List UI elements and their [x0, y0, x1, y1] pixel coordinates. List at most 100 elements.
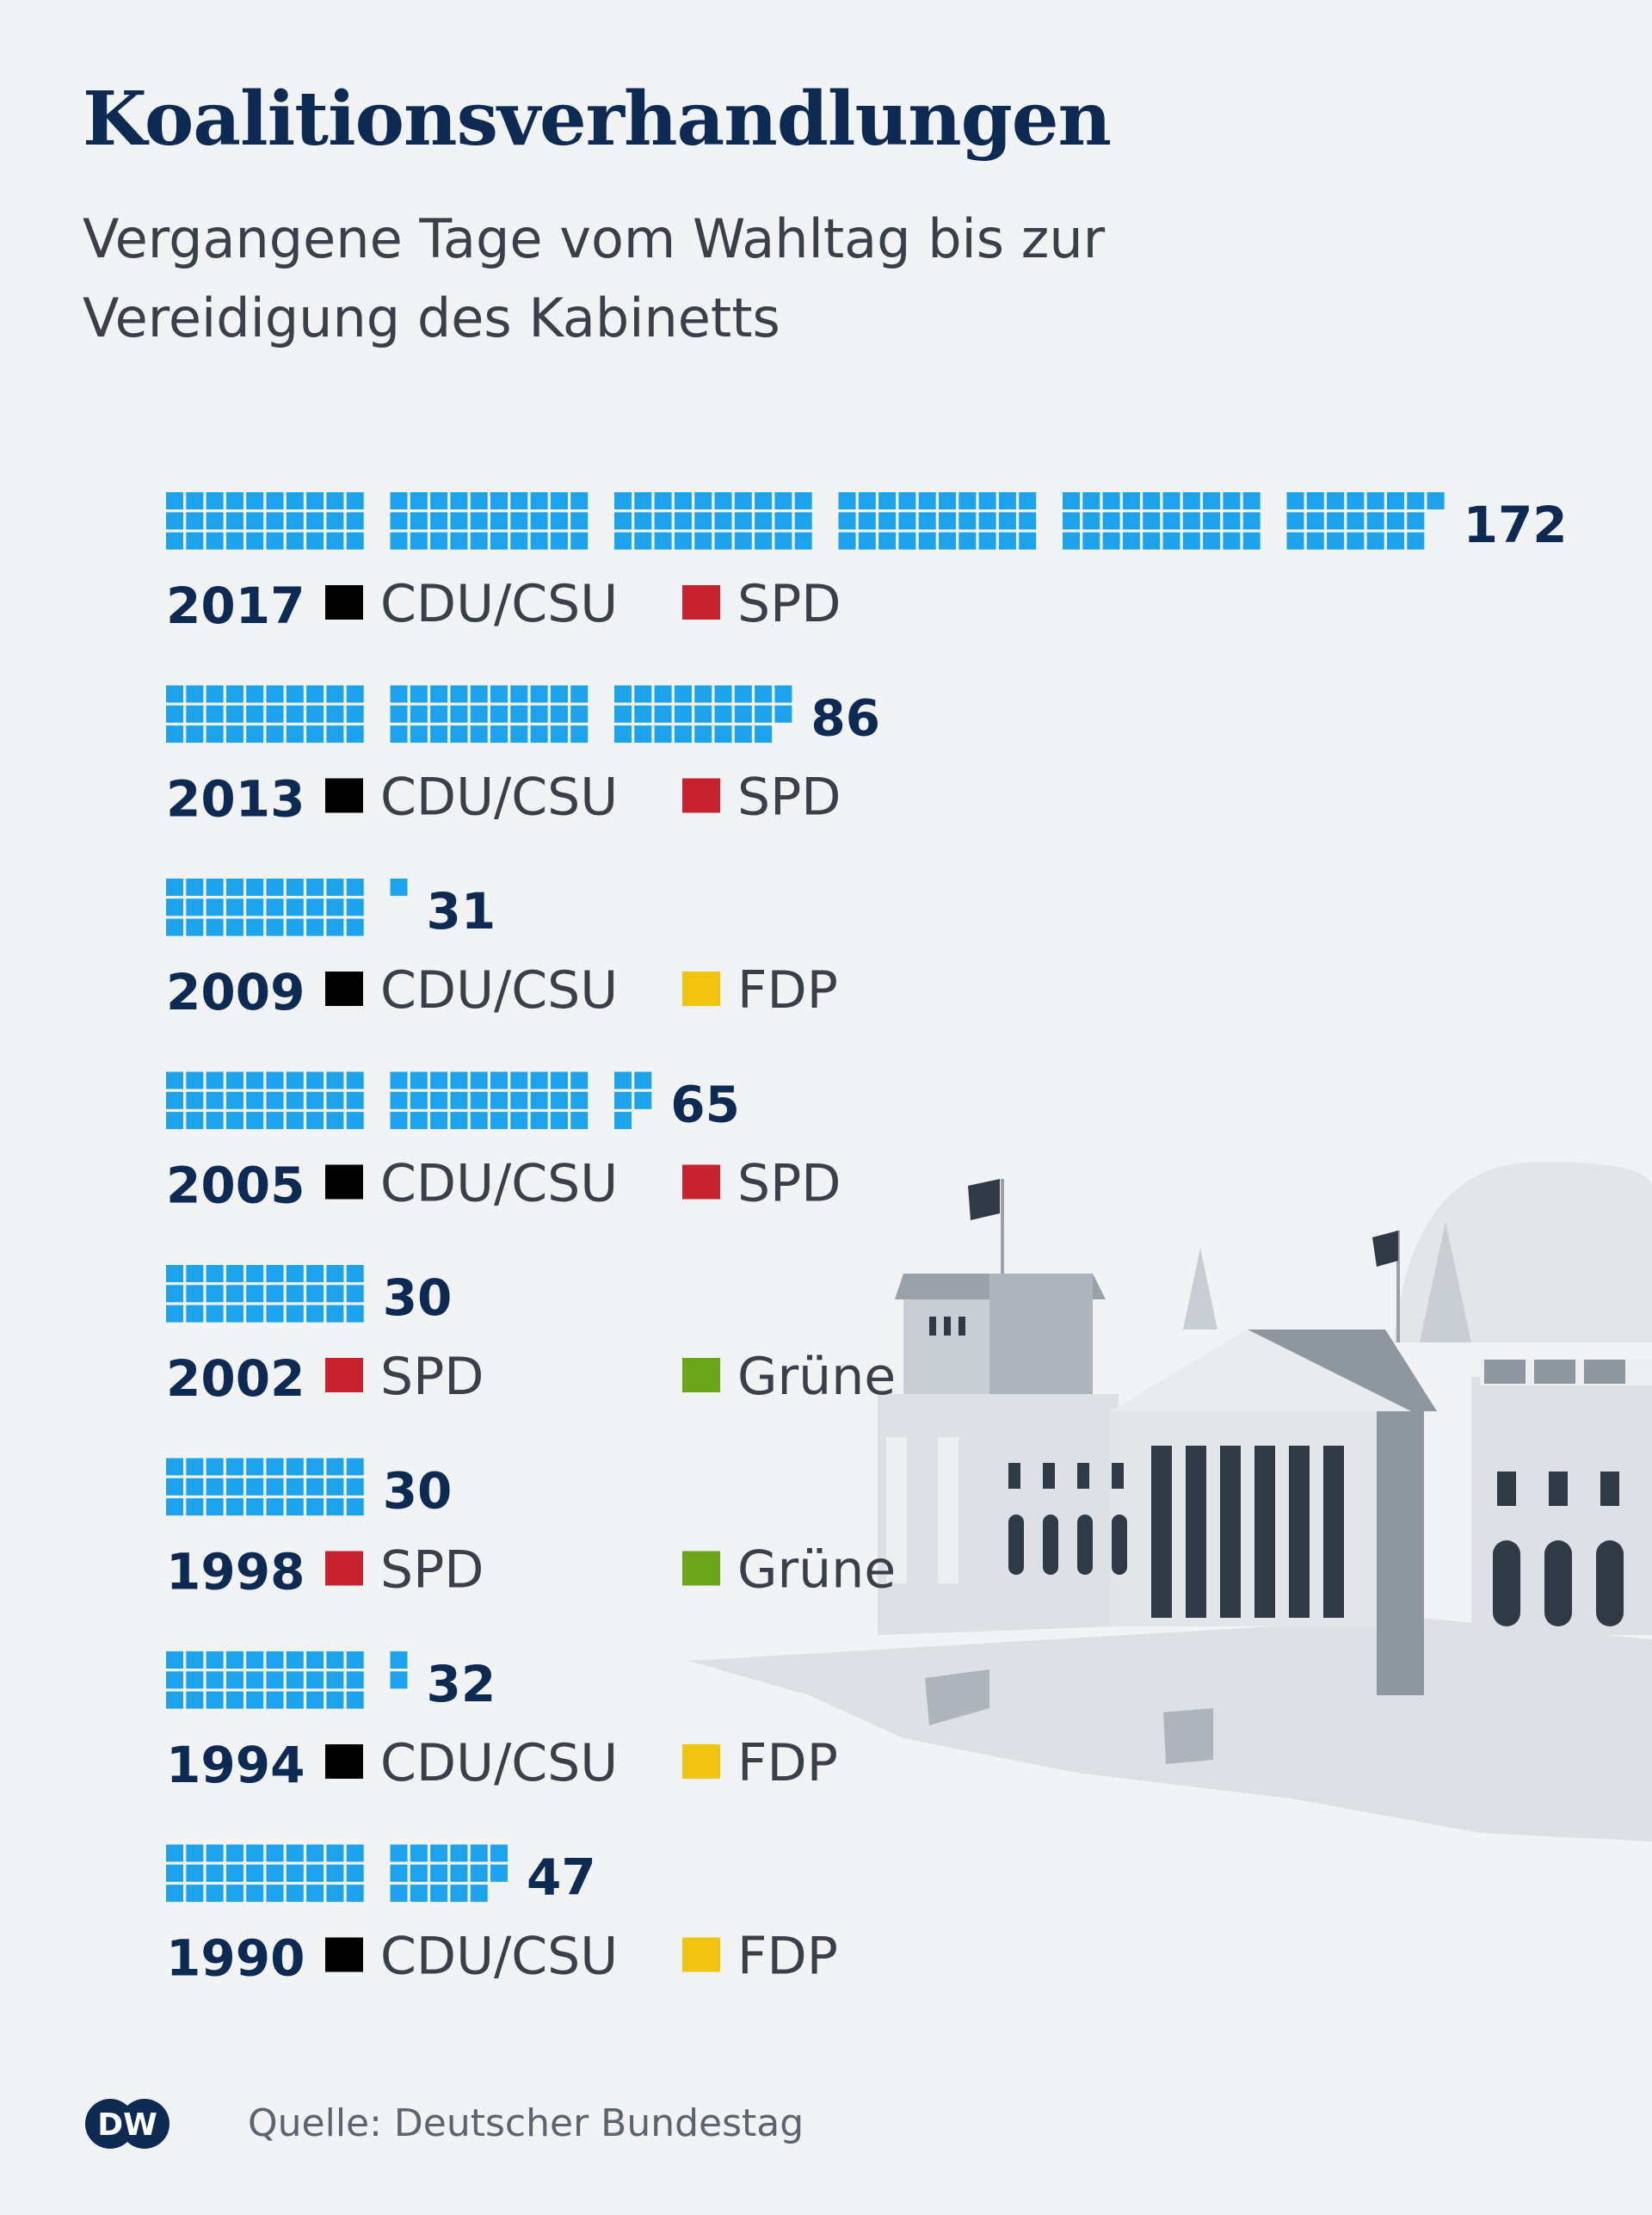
day-square [530, 685, 548, 703]
day-square [306, 1651, 324, 1669]
day-square [246, 532, 264, 550]
day-square [838, 532, 856, 550]
day-square [206, 879, 224, 896]
day-square [286, 879, 304, 896]
day-square [490, 512, 508, 530]
day-square [858, 512, 876, 530]
day-square [166, 1478, 183, 1496]
day-square [326, 1112, 344, 1130]
day-square [674, 532, 692, 550]
day-square [266, 685, 284, 703]
day-square [1366, 532, 1384, 550]
day-square [470, 1844, 488, 1862]
party-swatch [325, 1551, 363, 1586]
day-square [430, 1864, 448, 1882]
day-square [246, 492, 264, 509]
day-square [490, 1112, 508, 1130]
day-square [390, 1864, 408, 1882]
day-square [634, 705, 652, 723]
day-square [390, 685, 408, 703]
day-square [286, 1498, 304, 1516]
day-square [286, 1651, 304, 1669]
party-swatch [682, 1744, 720, 1779]
year-label: 1994 [166, 1736, 305, 1794]
day-square [166, 492, 183, 509]
day-square [794, 532, 812, 550]
day-square [306, 918, 324, 936]
day-square [734, 532, 752, 550]
day-square [186, 1885, 204, 1903]
day-square [306, 1671, 324, 1689]
value-label: 172 [1464, 496, 1568, 554]
day-square [1327, 532, 1345, 550]
day-square [838, 512, 856, 530]
day-square [246, 1498, 264, 1516]
day-square [306, 685, 324, 703]
day-square [1387, 512, 1404, 530]
party-label: SPD [380, 1347, 484, 1407]
day-square [410, 685, 428, 703]
day-square [1162, 532, 1180, 550]
day-square [858, 532, 876, 550]
day-square [430, 532, 448, 550]
day-square [166, 512, 183, 530]
day-square [306, 1864, 324, 1882]
day-square [266, 705, 284, 723]
day-square [225, 1498, 243, 1516]
day-square [186, 1091, 204, 1109]
chart-row-1994: 32 1994 CDU/CSU FDP [166, 1651, 838, 1794]
party-swatch [682, 585, 720, 620]
day-square [266, 918, 284, 936]
day-square [450, 1071, 468, 1089]
value-label: 47 [527, 1848, 596, 1907]
day-square [1223, 492, 1241, 509]
day-square [918, 532, 936, 550]
day-square [694, 685, 712, 703]
day-square [246, 1265, 264, 1282]
day-square [1019, 512, 1037, 530]
day-square [898, 532, 916, 550]
day-square [306, 1285, 324, 1303]
day-square [734, 725, 752, 743]
day-square [206, 1691, 224, 1709]
day-square [186, 1458, 204, 1476]
day-square [326, 1691, 344, 1709]
day-square [266, 879, 284, 896]
day-square [570, 705, 589, 723]
day-square [774, 492, 792, 509]
day-square [225, 492, 243, 509]
day-square [1122, 532, 1140, 550]
day-square [614, 705, 632, 723]
day-square [326, 918, 344, 936]
dw-logo: DW [85, 2099, 170, 2149]
day-square [550, 532, 568, 550]
day-square [1063, 512, 1080, 530]
day-square [470, 1091, 488, 1109]
day-square [390, 1885, 408, 1903]
day-square [246, 1844, 264, 1862]
day-square [390, 532, 408, 550]
day-square [186, 725, 204, 743]
day-square [1327, 492, 1345, 509]
day-square [734, 705, 752, 723]
party-swatch [682, 778, 720, 813]
day-square [246, 918, 264, 936]
day-square [206, 685, 224, 703]
day-square [634, 1071, 652, 1089]
day-square [1203, 512, 1221, 530]
day-square [186, 1691, 204, 1709]
day-square [1122, 512, 1140, 530]
day-square [225, 1844, 243, 1862]
day-square [186, 1498, 204, 1516]
day-square [225, 685, 243, 703]
day-square [654, 532, 672, 550]
day-square [186, 1844, 204, 1862]
page-title: Koalitionsverhandlungen [83, 76, 1112, 163]
day-square [225, 918, 243, 936]
day-square [490, 532, 508, 550]
day-square [530, 512, 548, 530]
day-square [510, 492, 528, 509]
day-square [510, 1112, 528, 1130]
day-square [490, 685, 508, 703]
day-square [390, 1671, 408, 1689]
